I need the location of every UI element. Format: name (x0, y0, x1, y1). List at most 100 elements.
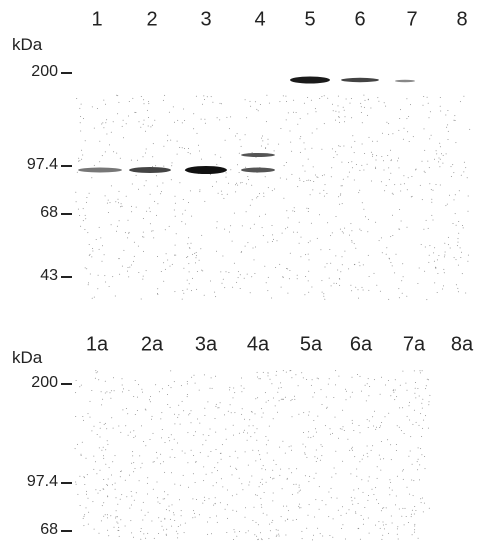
speckle-dot (118, 527, 119, 528)
speckle-dot (347, 439, 348, 440)
speckle-dot (143, 232, 144, 233)
speckle-dot (266, 482, 267, 483)
speckle-dot (139, 480, 140, 481)
speckle-dot (92, 501, 93, 502)
speckle-dot (248, 179, 249, 180)
speckle-dot (166, 253, 167, 254)
speckle-dot (278, 144, 279, 145)
speckle-dot (216, 482, 217, 483)
speckle-dot (148, 117, 149, 118)
speckle-dot (317, 177, 318, 178)
speckle-dot (322, 404, 323, 405)
speckle-dot (314, 392, 315, 393)
speckle-dot (352, 377, 353, 378)
speckle-dot (260, 104, 261, 105)
speckle-dot (120, 519, 121, 520)
gel-image (0, 0, 480, 545)
speckle-dot (324, 299, 325, 300)
speckle-dot (458, 291, 459, 292)
speckle-dot (298, 506, 299, 507)
speckle-dot (120, 206, 121, 207)
speckle-dot (409, 402, 410, 403)
speckle-dot (303, 412, 304, 413)
speckle-dot (114, 527, 115, 528)
speckle-dot (123, 388, 124, 389)
speckle-dot (130, 520, 131, 521)
speckle-dot (120, 158, 121, 159)
speckle-dot (389, 179, 390, 180)
speckle-dot (143, 276, 144, 277)
speckle-dot (141, 425, 142, 426)
speckle-dot (131, 532, 132, 533)
speckle-dot (85, 218, 86, 219)
speckle-dot (165, 269, 166, 270)
speckle-dot (294, 399, 295, 400)
speckle-dot (412, 534, 413, 535)
speckle-dot (145, 445, 146, 446)
speckle-dot (225, 140, 226, 141)
speckle-dot (408, 116, 409, 117)
speckle-dot (392, 490, 393, 491)
speckle-dot (183, 109, 184, 110)
speckle-dot (399, 297, 400, 298)
speckle-dot (293, 520, 294, 521)
speckle-dot (262, 539, 263, 540)
speckle-dot (170, 266, 171, 267)
speckle-dot (107, 203, 108, 204)
speckle-dot (375, 167, 376, 168)
speckle-dot (396, 396, 397, 397)
speckle-dot (306, 180, 307, 181)
speckle-dot (286, 179, 287, 180)
speckle-dot (255, 460, 256, 461)
speckle-dot (305, 276, 306, 277)
speckle-dot (318, 378, 319, 379)
speckle-dot (335, 255, 336, 256)
speckle-dot (156, 452, 157, 453)
speckle-dot (100, 428, 101, 429)
speckle-dot (287, 519, 288, 520)
speckle-dot (339, 204, 340, 205)
speckle-dot (234, 529, 235, 530)
speckle-dot (354, 152, 355, 153)
speckle-dot (176, 531, 177, 532)
speckle-dot (118, 202, 119, 203)
speckle-dot (291, 446, 292, 447)
speckle-dot (177, 417, 178, 418)
speckle-dot (119, 536, 120, 537)
speckle-dot (354, 264, 355, 265)
speckle-dot (85, 267, 86, 268)
speckle-dot (163, 530, 164, 531)
speckle-dot (263, 465, 264, 466)
speckle-dot (256, 440, 257, 441)
speckle-dot (425, 388, 426, 389)
speckle-dot (157, 256, 158, 257)
speckle-dot (416, 169, 417, 170)
speckle-dot (81, 385, 82, 386)
speckle-dot (158, 517, 159, 518)
speckle-dot (429, 138, 430, 139)
speckle-dot (160, 193, 161, 194)
speckle-dot (212, 472, 213, 473)
speckle-dot (331, 488, 332, 489)
speckle-dot (86, 197, 87, 198)
speckle-dot (233, 388, 234, 389)
speckle-dot (455, 194, 456, 195)
speckle-dot (177, 120, 178, 121)
speckle-dot (179, 147, 180, 148)
speckle-dot (332, 537, 333, 538)
speckle-dot (123, 120, 124, 121)
speckle-dot (278, 534, 279, 535)
speckle-dot (414, 529, 415, 530)
speckle-dot (194, 513, 195, 514)
speckle-dot (404, 433, 405, 434)
speckle-dot (328, 384, 329, 385)
speckle-dot (274, 150, 275, 151)
speckle-dot (134, 242, 135, 243)
speckle-dot (371, 181, 372, 182)
speckle-dot (361, 112, 362, 113)
marker-label: 68 (40, 204, 58, 222)
speckle-dot (358, 298, 359, 299)
speckle-dot (342, 410, 343, 411)
speckle-dot (312, 539, 313, 540)
lane-label: 2a (141, 334, 163, 357)
